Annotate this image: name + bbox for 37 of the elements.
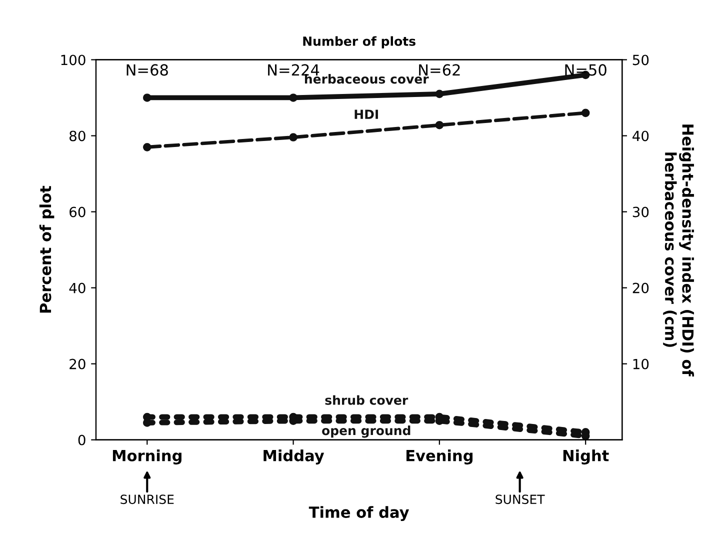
y-axis-title: Percent of plot [39, 186, 54, 313]
annotation: N=50 [565, 64, 606, 76]
annotation: N=224 [268, 64, 320, 76]
y2-tick-label: 50 [632, 54, 649, 66]
y2-tick-label: 30 [632, 206, 649, 218]
series-label: open ground [322, 426, 410, 438]
y-tick-label: 80 [70, 130, 86, 142]
y-tick-label: 20 [70, 358, 86, 370]
point [142, 142, 152, 152]
text: SUNSET [496, 494, 545, 504]
y-tick-label: 100 [61, 54, 86, 66]
text: Number of plots [303, 36, 416, 48]
point [142, 94, 152, 102]
point [435, 120, 444, 130]
text: SUNRISE [120, 494, 174, 504]
point [581, 108, 590, 118]
series-label: herbaceous cover [304, 74, 429, 84]
y-tick-label: 40 [69, 282, 86, 294]
x-tick-label: Midday [264, 450, 324, 464]
point [142, 418, 152, 427]
series-label: shrub cover [325, 395, 408, 405]
y2-tick-label: 40 [632, 130, 649, 142]
x-tick-label: Evening [406, 450, 472, 464]
x-tick-label: Morning [112, 450, 182, 464]
y2-axis-title: Height-density index (HDI) of herbaceous cover (cm) [663, 124, 694, 376]
y-tick-label: 0 [78, 434, 86, 446]
point [289, 94, 298, 102]
y2-tick-label: 20 [632, 282, 649, 294]
point [289, 133, 298, 142]
y-tick-label: 60 [70, 206, 86, 218]
point [435, 90, 444, 98]
x-tick-label: Night [563, 450, 609, 464]
series-label: HDI [354, 110, 378, 119]
y2-tick-label: 10 [633, 358, 649, 370]
annotation: N=68 [126, 64, 168, 76]
annotation: N=62 [419, 64, 460, 76]
x-axis-title: Time of day [308, 506, 409, 522]
